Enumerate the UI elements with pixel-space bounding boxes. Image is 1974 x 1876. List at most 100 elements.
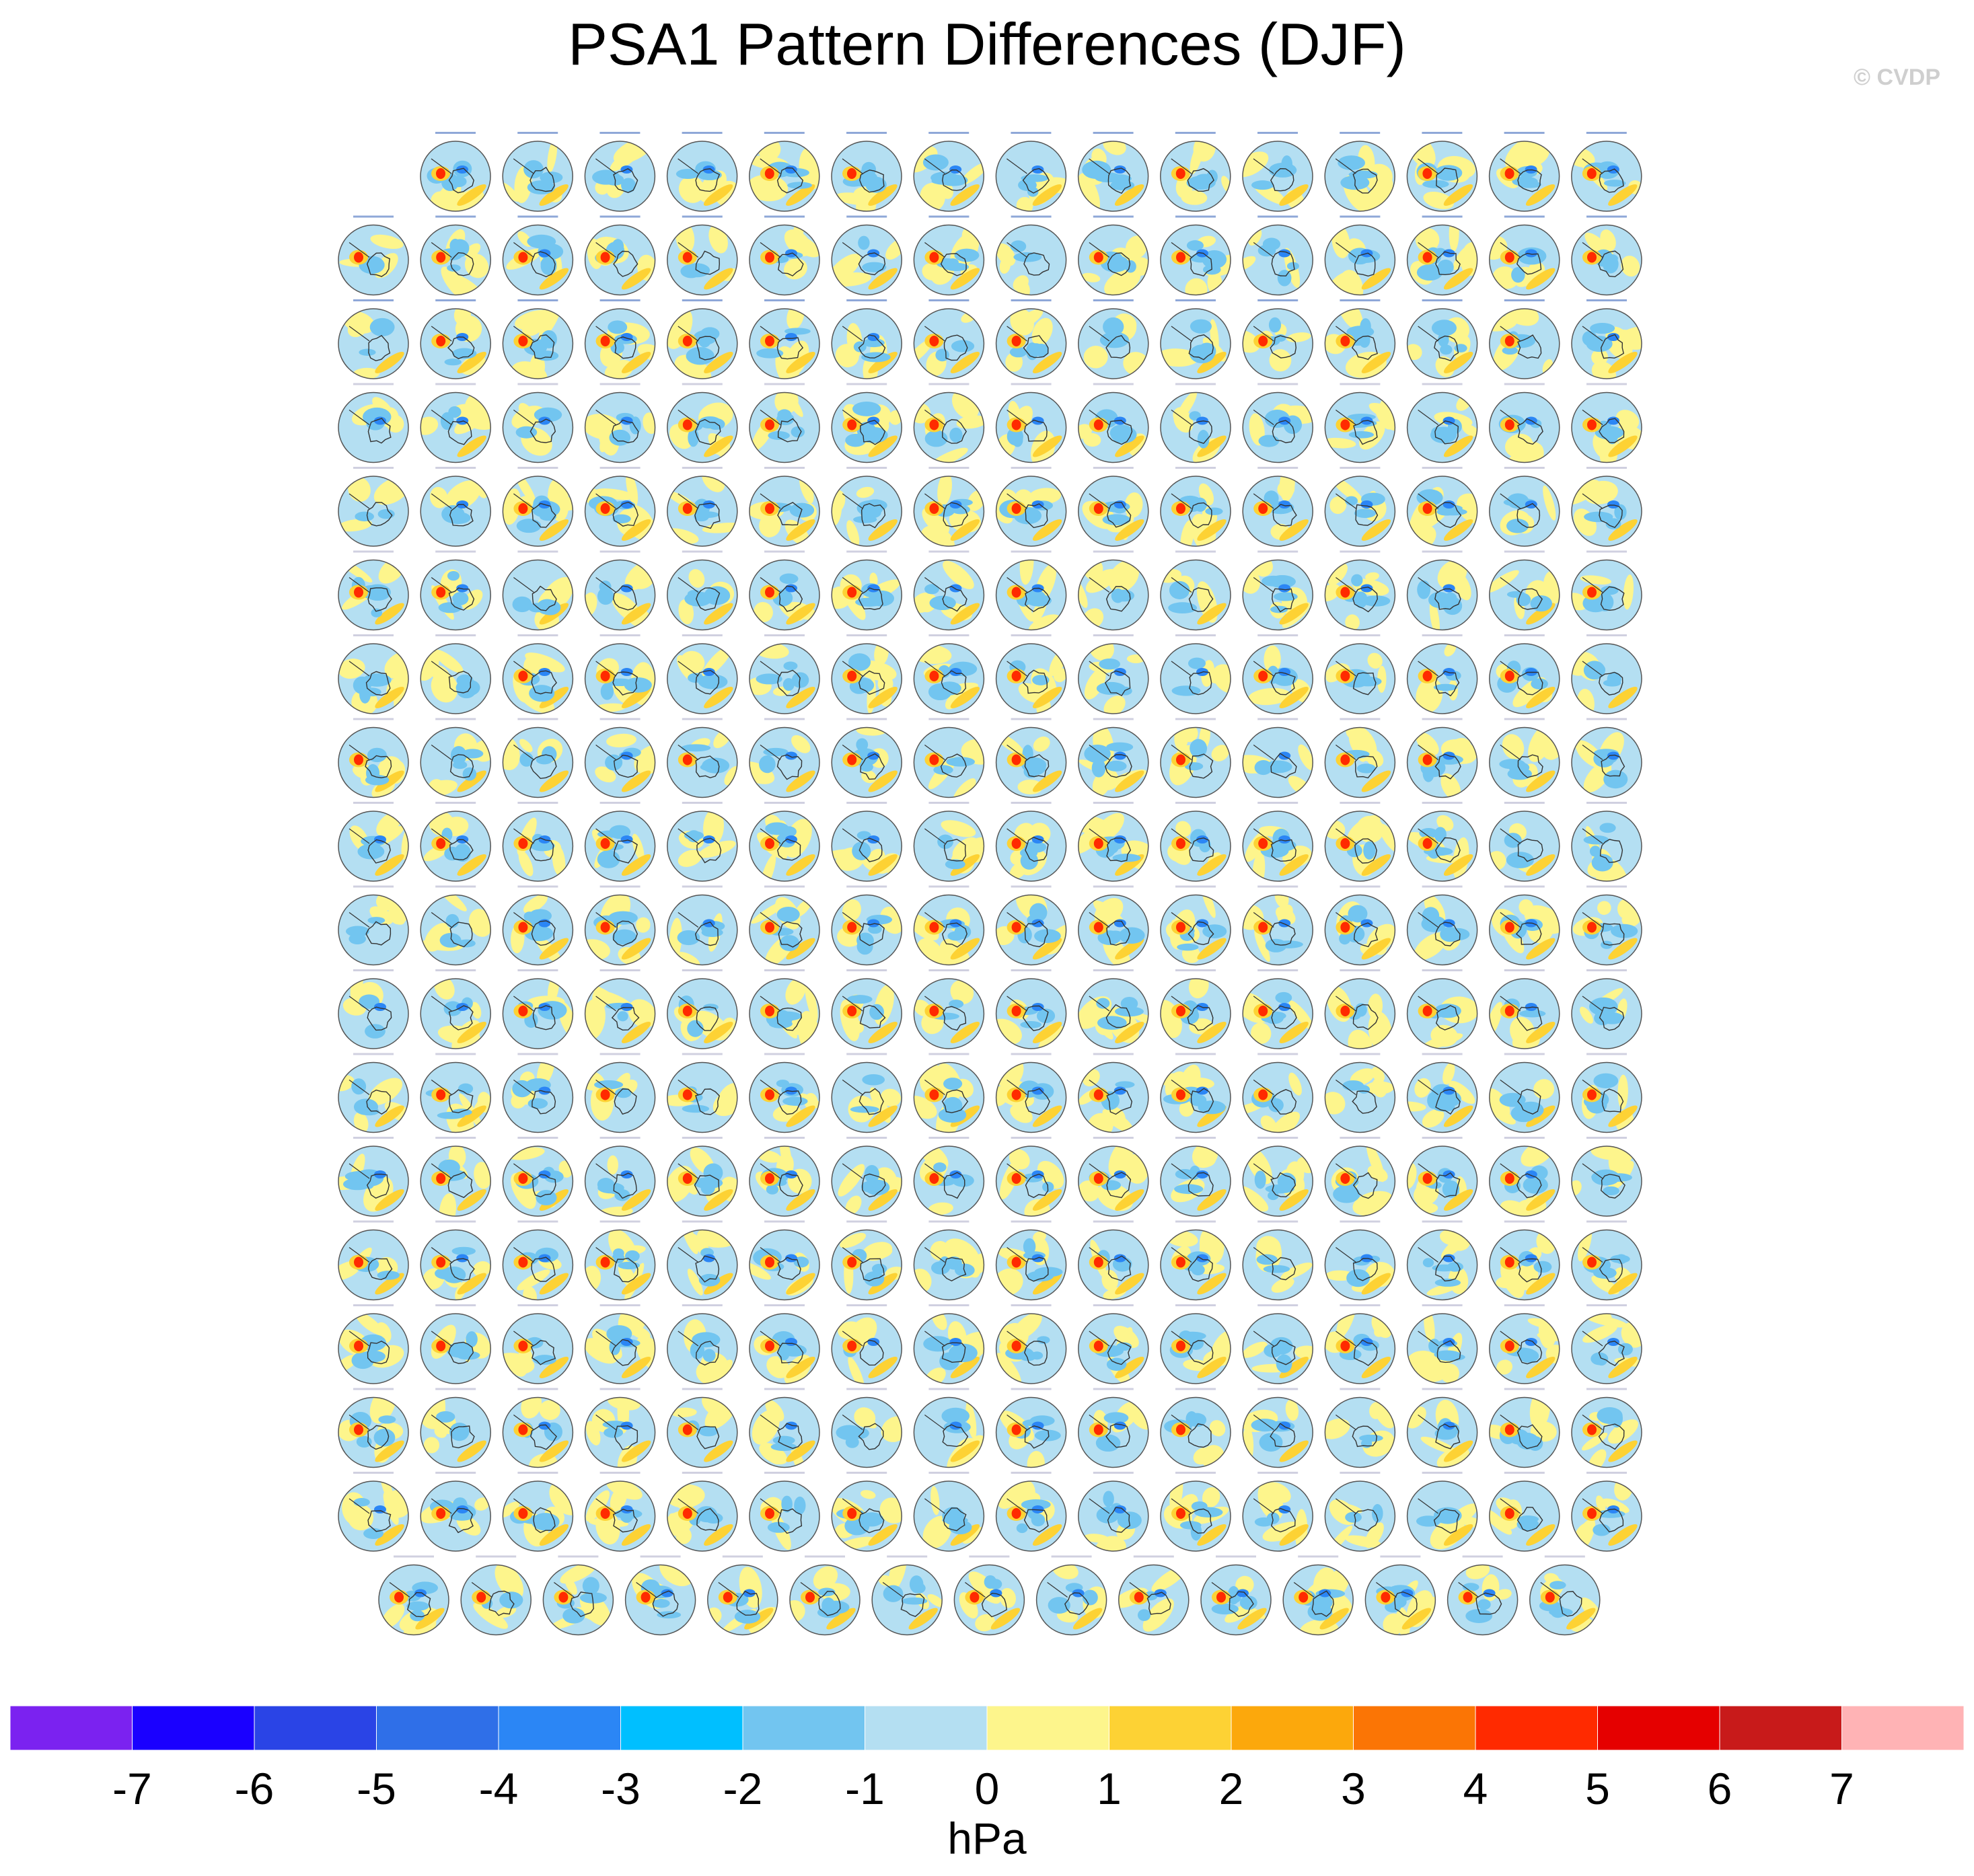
panel-label-line <box>517 802 558 804</box>
panel-border <box>831 308 902 379</box>
panel-label-line <box>599 215 641 218</box>
positive-band <box>1361 352 1391 373</box>
map-panel <box>1324 215 1396 296</box>
panel-label-line <box>517 383 558 385</box>
negative-anomaly <box>848 653 871 671</box>
negative-anomaly <box>1020 852 1038 870</box>
positive-band <box>621 519 651 541</box>
watermark: © CVDP <box>1854 65 1940 90</box>
colorbar-tick-label: 2 <box>1219 1764 1244 1813</box>
negative-anomaly <box>759 755 776 774</box>
panel-label-line <box>1257 718 1299 720</box>
positive-anomaly <box>1377 665 1387 693</box>
panel-border <box>338 391 409 463</box>
negative-anomaly <box>1010 240 1027 253</box>
peninsula-line <box>1253 326 1274 342</box>
panel-label-line <box>1422 718 1463 720</box>
panel-label-line <box>1093 550 1134 553</box>
negative-anomaly <box>684 831 704 840</box>
positive-core <box>682 754 692 765</box>
positive-band <box>457 770 486 792</box>
positive-core <box>764 168 774 179</box>
panel-border <box>502 476 574 547</box>
positive-anomaly <box>1621 256 1640 277</box>
negative-anomaly <box>1026 594 1052 607</box>
peninsula-line <box>1418 745 1438 760</box>
positive-core <box>1422 671 1432 681</box>
map-panel <box>1160 383 1231 463</box>
panel-border <box>831 643 902 714</box>
peninsula-line <box>1253 242 1274 258</box>
negative-anomaly <box>1186 240 1204 251</box>
panel-border <box>584 224 656 296</box>
coastline <box>1189 671 1212 696</box>
peninsula-line <box>1007 828 1027 844</box>
coastline <box>1024 419 1048 442</box>
negative-anomaly <box>1434 165 1463 181</box>
negative-anomaly <box>1187 657 1206 669</box>
map-panel <box>1078 383 1149 463</box>
peninsula-line <box>349 661 370 677</box>
positive-anomaly <box>1269 349 1292 372</box>
positive-anomaly <box>1103 696 1126 714</box>
coastline <box>858 252 886 276</box>
coastline <box>940 253 967 276</box>
panel-label-line <box>1175 215 1216 218</box>
panel-label-line <box>1011 634 1052 636</box>
negative-core <box>702 835 715 843</box>
coastline <box>1188 587 1214 612</box>
positive-anomaly <box>433 649 464 673</box>
panel-label-line <box>517 299 558 301</box>
panel-label-line <box>1011 550 1052 553</box>
negative-anomaly <box>951 340 975 352</box>
map-panel <box>420 299 491 379</box>
map-panel <box>502 634 574 714</box>
peninsula-line <box>1253 410 1274 425</box>
panel-border <box>338 643 409 714</box>
coastline <box>532 585 557 611</box>
positive-band <box>375 854 404 876</box>
positive-core <box>929 503 939 514</box>
map-panel <box>584 718 656 798</box>
peninsula-line <box>595 661 616 677</box>
map-panel <box>502 132 573 212</box>
negative-anomaly <box>1202 250 1227 269</box>
negative-core <box>1031 165 1044 174</box>
peninsula-line <box>513 493 534 509</box>
peninsula-line <box>1418 158 1438 174</box>
negative-anomaly <box>1530 595 1552 612</box>
coastline <box>942 419 967 444</box>
negative-anomaly <box>1032 675 1050 685</box>
negative-core <box>949 668 962 676</box>
peninsula-line <box>1500 661 1521 677</box>
panel-border <box>1406 559 1478 631</box>
panel-border <box>584 391 656 463</box>
peninsula-line <box>1253 745 1274 760</box>
negative-anomaly <box>1168 602 1198 614</box>
positive-core <box>1587 252 1597 263</box>
panel-label-line <box>1422 550 1463 553</box>
panel-border <box>1078 811 1149 882</box>
positive-anomaly <box>1327 563 1348 586</box>
positive-band <box>621 268 651 290</box>
negative-anomaly <box>945 859 965 870</box>
coastline <box>1106 837 1132 862</box>
map-panel <box>584 132 656 212</box>
positive-anomaly <box>1078 825 1105 854</box>
panel-label-line <box>599 383 641 385</box>
panel-label-line <box>1422 215 1463 218</box>
coastline <box>1022 167 1050 194</box>
coastline <box>776 167 804 194</box>
map-panel <box>913 718 985 798</box>
negative-core <box>702 165 715 174</box>
panel-border <box>1489 643 1560 714</box>
positive-core <box>1093 838 1103 849</box>
coastline <box>367 418 392 444</box>
coastline <box>1025 836 1049 862</box>
positive-band <box>1115 519 1144 541</box>
peninsula-line <box>678 745 699 760</box>
positive-band <box>375 352 404 373</box>
map-panel <box>667 550 738 631</box>
panel-border <box>1078 224 1149 296</box>
positive-anomaly <box>1415 228 1440 252</box>
